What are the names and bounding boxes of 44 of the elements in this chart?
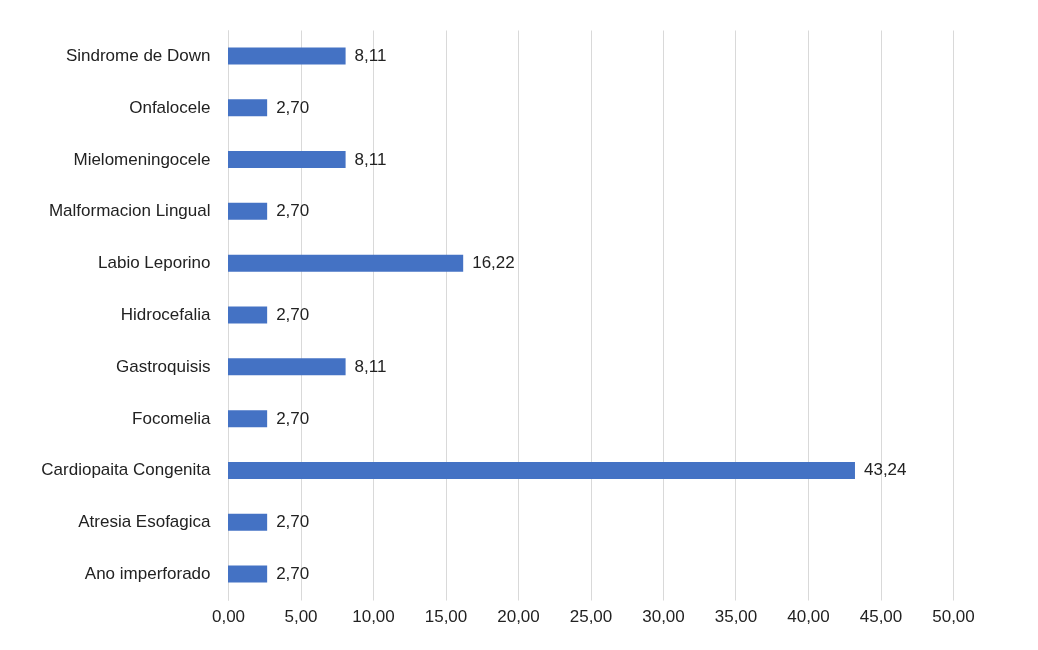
bar bbox=[228, 151, 346, 169]
data-label: 2,70 bbox=[276, 201, 310, 221]
x-tick-label: 5,00 bbox=[284, 606, 318, 626]
bar bbox=[228, 202, 268, 220]
y-tick-label: Atresia Esofagica bbox=[78, 512, 212, 532]
x-tick-label: 25,00 bbox=[569, 606, 613, 626]
x-tick-label: 50,00 bbox=[932, 606, 975, 626]
data-label: 16,22 bbox=[472, 253, 515, 273]
x-tick-label: 30,00 bbox=[642, 606, 685, 626]
y-tick-label: Cardiopaita Congenita bbox=[41, 460, 212, 480]
x-tick-label: 10,00 bbox=[352, 606, 395, 626]
x-tick-label: 0,00 bbox=[211, 606, 246, 626]
x-tick-label: 40,00 bbox=[787, 606, 830, 626]
y-tick-label: Onfalocele bbox=[129, 97, 211, 117]
y-tick-label: Gastroquisis bbox=[116, 356, 211, 376]
y-tick-label: Hidrocefalia bbox=[120, 305, 212, 324]
data-label: 2,70 bbox=[276, 512, 310, 532]
bar bbox=[228, 461, 855, 479]
bar bbox=[228, 306, 268, 324]
x-tick-label: 20,00 bbox=[497, 606, 540, 626]
y-tick-label: Sindrome de Down bbox=[65, 45, 211, 65]
data-label: 2,70 bbox=[276, 564, 310, 584]
bar bbox=[228, 513, 268, 531]
data-label: 8,11 bbox=[354, 356, 387, 376]
data-label: 43,24 bbox=[863, 460, 907, 480]
bar bbox=[228, 47, 346, 65]
y-tick-label: Mielomeningocele bbox=[73, 149, 211, 169]
bar bbox=[228, 254, 464, 272]
x-tick-label: 35,00 bbox=[714, 606, 758, 626]
data-label: 2,70 bbox=[276, 305, 310, 324]
y-tick-label: Malformacion Lingual bbox=[48, 201, 211, 221]
data-label: 2,70 bbox=[276, 97, 310, 117]
bar bbox=[228, 410, 268, 428]
bar bbox=[228, 358, 346, 376]
x-tick-label: 45,00 bbox=[859, 606, 903, 626]
y-tick-label: Labio Leporino bbox=[98, 253, 211, 273]
bar bbox=[228, 565, 268, 583]
y-tick-label: Ano imperforado bbox=[84, 564, 211, 584]
data-label: 2,70 bbox=[276, 408, 310, 428]
data-label: 8,11 bbox=[354, 149, 387, 169]
bar bbox=[228, 99, 268, 117]
x-tick-label: 15,00 bbox=[424, 606, 468, 626]
data-label: 8,11 bbox=[354, 45, 387, 65]
y-tick-label: Focomelia bbox=[132, 408, 212, 428]
